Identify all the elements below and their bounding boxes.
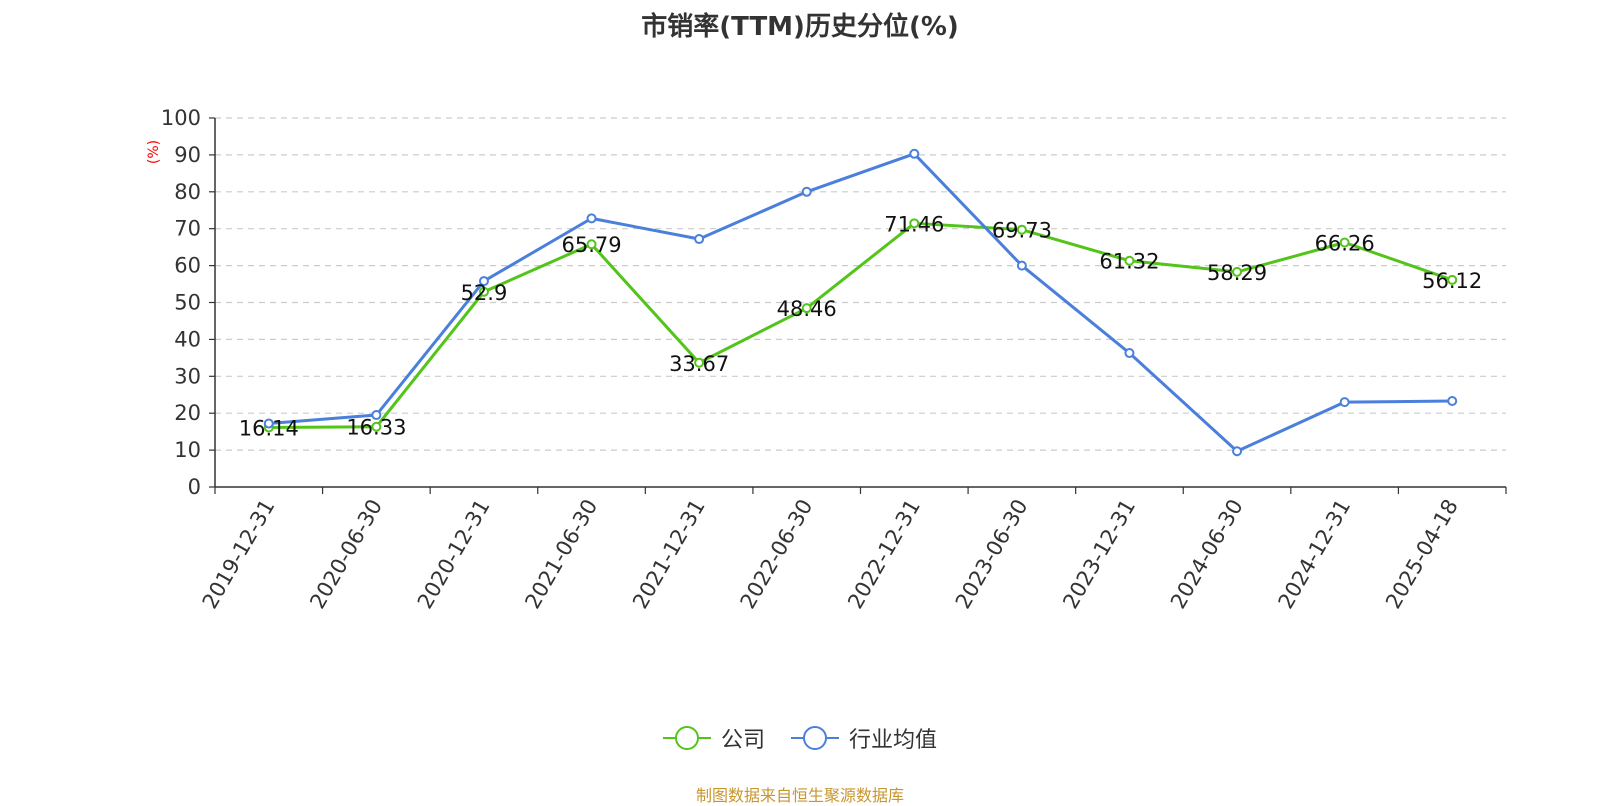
x-tick-label: 2022-12-31 [843, 495, 925, 613]
data-point-industry-average [371, 410, 382, 421]
data-point-industry-average [694, 234, 705, 245]
data-point-industry-average [1232, 446, 1243, 457]
data-label-company: 56.12 [1422, 269, 1482, 293]
data-point-industry-average [1447, 396, 1458, 407]
x-tick-label: 2023-12-31 [1058, 495, 1140, 613]
data-point-company [1232, 266, 1243, 277]
data-point-company [909, 218, 920, 229]
data-point-industry-average [1016, 260, 1027, 271]
y-tick-label: 20 [174, 401, 201, 425]
legend-item-industry-average[interactable]: 行业均值 [791, 722, 937, 754]
data-label-company: 66.26 [1315, 232, 1375, 256]
chart-title: 市销率(TTM)历史分位(%) [641, 12, 959, 42]
data-point-company [586, 239, 597, 250]
x-tick-label: 2024-12-31 [1274, 495, 1356, 613]
data-label-company: 52.9 [461, 281, 508, 305]
data-point-industry-average [263, 418, 274, 429]
data-label-company: 48.46 [777, 297, 837, 321]
data-point-company [694, 357, 705, 368]
data-label-company: 71.46 [884, 212, 944, 236]
data-point-industry-average [1339, 397, 1350, 408]
y-tick-label: 40 [174, 327, 201, 351]
x-tick-label: 2021-12-31 [628, 495, 710, 613]
x-tick-label: 2023-06-30 [951, 495, 1033, 613]
data-label-company: 33.67 [669, 352, 729, 376]
data-point-industry-average [909, 148, 920, 159]
y-tick-label: 10 [174, 438, 201, 462]
x-tick-label: 2025-04-18 [1381, 495, 1463, 613]
data-point-company [1124, 255, 1135, 266]
legend-swatch-industry-average [791, 726, 839, 750]
legend-label-company: 公司 [720, 728, 765, 753]
series [263, 148, 1458, 457]
y-tick-label: 30 [174, 364, 201, 388]
x-tick-label: 2019-12-31 [198, 495, 280, 613]
data-point-industry-average [801, 186, 812, 197]
legend-label-industry-average: 行业均值 [849, 728, 938, 753]
data-label-company: 58.29 [1207, 261, 1267, 285]
data-label-company: 16.33 [346, 416, 406, 440]
data-point-company [478, 286, 489, 297]
data-labels: 16.14 16.33 52.9 65.79 33.67 48.46 71.46 69.73 6… [239, 212, 1483, 440]
legend-marker-company [674, 726, 699, 750]
data-label-company: 69.73 [992, 219, 1052, 243]
legend-item-company[interactable]: 公司 [662, 722, 765, 754]
y-tick-label: 70 [174, 217, 201, 241]
data-point-industry-average [1124, 348, 1135, 359]
data-point-company [1016, 224, 1027, 235]
y-tick-label: 100 [161, 106, 201, 130]
y-tick-label: 0 [188, 475, 201, 499]
series-line-industry-average [268, 152, 1453, 453]
data-point-industry-average [586, 213, 597, 224]
y-tick-label: 60 [174, 254, 201, 278]
data-point-company [801, 303, 812, 314]
series-line-company [268, 221, 1453, 429]
data-point-company [371, 421, 382, 432]
data-label-company: 61.32 [1099, 250, 1159, 274]
grid-lines [215, 117, 1506, 451]
source-note: 制图数据来自恒生聚源数据库 [695, 786, 904, 805]
legend: 公司 行业均值 [0, 722, 1600, 754]
y-tick-label: 50 [174, 291, 201, 315]
y-tick-label: 90 [174, 143, 201, 167]
y-tick-label: 80 [174, 180, 201, 204]
legend-marker-industry-average [803, 726, 827, 750]
x-tick-label: 2020-12-31 [413, 495, 495, 613]
data-label-company: 16.14 [239, 416, 299, 440]
y-axis-label: (%) [146, 140, 162, 164]
x-tick-label: 2024-06-30 [1166, 495, 1248, 613]
data-label-company: 65.79 [561, 233, 621, 257]
data-point-industry-average [478, 276, 489, 287]
x-tick-label: 2021-06-30 [520, 495, 602, 613]
x-tick-label: 2020-06-30 [305, 495, 387, 613]
x-tick-label: 2022-06-30 [736, 495, 818, 613]
data-point-company [1447, 274, 1458, 285]
data-point-company [1339, 237, 1350, 248]
legend-swatch-company [662, 726, 711, 750]
